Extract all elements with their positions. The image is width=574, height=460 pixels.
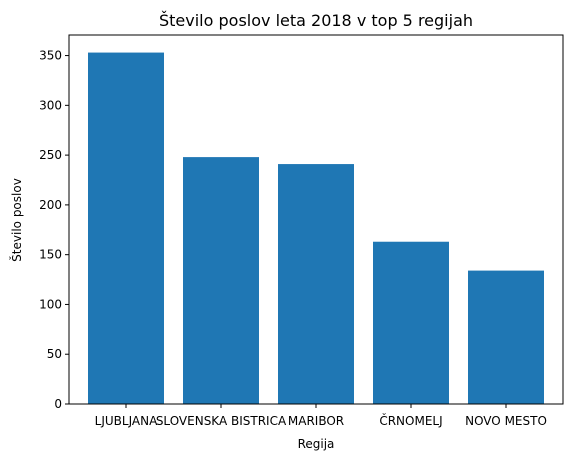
bar-4 xyxy=(468,270,544,404)
x-tick-label-3: ČRNOMELJ xyxy=(379,413,442,428)
y-tick-label-7: 350 xyxy=(39,49,62,63)
plot-frame xyxy=(68,34,564,405)
y-axis-label: Število poslov xyxy=(9,178,24,262)
bar-1 xyxy=(183,157,259,404)
y-tick-label-1: 50 xyxy=(47,347,62,361)
y-tick-label-0: 0 xyxy=(54,397,62,411)
y-tick-label-5: 250 xyxy=(39,148,62,162)
x-tick-label-1: SLOVENSKA BISTRICA xyxy=(156,414,287,428)
y-tick-label-4: 200 xyxy=(39,198,62,212)
x-tick-label-0: LJUBLJANA xyxy=(95,414,158,428)
chart-title: Število poslov leta 2018 v top 5 regijah xyxy=(159,11,473,30)
bar-2 xyxy=(278,164,354,404)
y-tick-label-3: 150 xyxy=(39,248,62,262)
bar-0 xyxy=(88,52,164,404)
x-tick-label-2: MARIBOR xyxy=(288,414,344,428)
y-tick-label-2: 100 xyxy=(39,297,62,311)
bars-group xyxy=(88,52,544,404)
y-tick-label-6: 300 xyxy=(39,98,62,112)
x-tick-label-4: NOVO MESTO xyxy=(465,414,547,428)
x-axis-label: Regija xyxy=(298,437,335,451)
y-axis-ticks: 0 50 100 150 200 250 300 350 xyxy=(39,49,69,411)
bar-3 xyxy=(373,241,449,404)
